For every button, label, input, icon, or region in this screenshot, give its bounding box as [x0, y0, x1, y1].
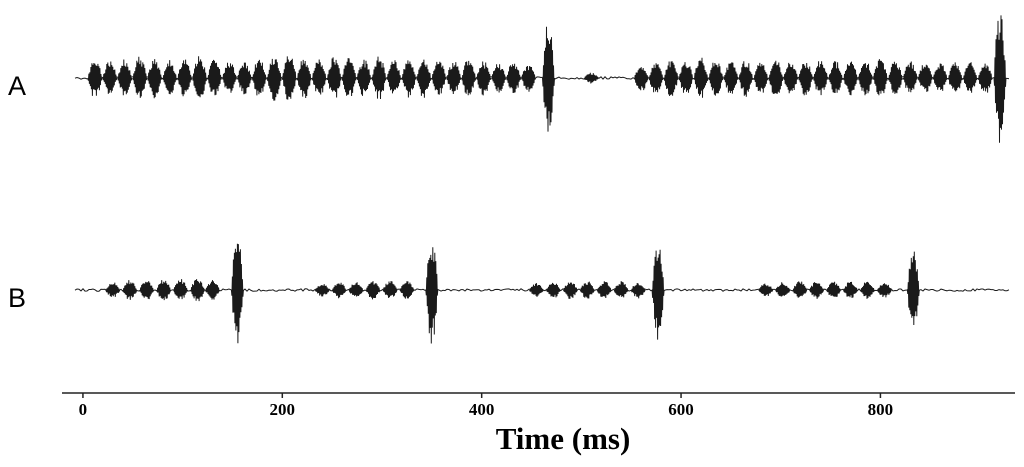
burst	[236, 62, 252, 95]
burst	[139, 281, 155, 300]
x-tick-label: 400	[469, 400, 495, 419]
x-tick-label: 800	[868, 400, 894, 419]
burst	[723, 62, 739, 94]
burst	[521, 65, 536, 92]
burst	[341, 58, 357, 97]
burst	[371, 56, 387, 100]
burst	[401, 60, 417, 98]
burst	[356, 59, 372, 96]
burst	[947, 62, 963, 92]
burst	[542, 26, 555, 132]
burst	[813, 61, 829, 96]
burst	[792, 281, 808, 298]
burst	[872, 59, 888, 96]
burst	[902, 61, 918, 93]
burst	[117, 59, 133, 96]
burst	[156, 280, 172, 301]
burst	[783, 62, 799, 94]
burst	[809, 282, 825, 299]
burst	[147, 59, 163, 99]
x-axis-label: Time (ms)	[496, 421, 631, 456]
burst	[843, 281, 858, 298]
burst	[596, 281, 612, 299]
burst	[648, 63, 664, 93]
burst	[529, 283, 544, 297]
x-tick-label: 200	[270, 400, 296, 419]
burst	[230, 243, 244, 344]
burst	[173, 279, 189, 300]
burst	[768, 60, 784, 94]
burst	[738, 61, 754, 97]
burst	[281, 56, 297, 100]
burst	[708, 62, 724, 96]
burst	[132, 56, 148, 98]
burst	[917, 64, 933, 92]
x-tick-label: 0	[79, 400, 88, 419]
burst	[222, 62, 237, 93]
burst	[386, 60, 402, 94]
burst	[633, 67, 649, 91]
burst	[887, 61, 903, 94]
burst	[314, 284, 330, 297]
burst	[296, 59, 312, 99]
burst	[758, 283, 774, 297]
burst	[87, 62, 103, 96]
burst	[583, 72, 599, 84]
burst	[431, 61, 447, 95]
burst	[962, 62, 978, 93]
burst	[753, 62, 769, 93]
burst	[613, 281, 629, 298]
burst	[365, 281, 381, 300]
burst	[416, 59, 432, 98]
burst	[798, 62, 814, 96]
burst	[177, 59, 193, 97]
burst	[828, 61, 844, 94]
burst	[399, 281, 415, 299]
x-tick-label: 600	[668, 400, 694, 419]
burst	[843, 61, 858, 96]
burst	[326, 57, 342, 98]
burst	[663, 61, 679, 97]
burst	[693, 57, 709, 98]
burst	[858, 63, 873, 96]
burst	[775, 282, 791, 297]
burst	[446, 62, 462, 95]
burst	[162, 60, 178, 95]
burst	[207, 59, 222, 96]
burst	[425, 247, 439, 344]
burst	[251, 59, 267, 96]
burst	[826, 281, 842, 297]
burst	[382, 281, 398, 298]
burst	[192, 56, 208, 98]
burst	[461, 60, 477, 96]
burst	[190, 279, 206, 302]
burst	[546, 282, 561, 298]
burst	[506, 63, 522, 94]
burst	[348, 282, 364, 297]
burst	[993, 15, 1007, 143]
burst	[860, 281, 875, 299]
burst	[651, 249, 665, 340]
burst	[562, 282, 578, 299]
burst	[266, 58, 282, 101]
burst	[678, 62, 694, 93]
burst	[932, 63, 948, 91]
burst	[476, 61, 492, 96]
trace-label: A	[8, 71, 26, 101]
burst	[311, 59, 327, 95]
burst	[122, 280, 138, 300]
burst	[977, 63, 993, 93]
burst	[105, 282, 121, 297]
burst	[491, 64, 507, 93]
burst	[205, 280, 220, 300]
burst	[579, 281, 595, 299]
burst	[331, 282, 347, 299]
trace-label: B	[8, 283, 26, 313]
burst	[102, 61, 118, 94]
burst	[906, 251, 920, 326]
burst	[630, 282, 646, 299]
burst	[876, 283, 892, 298]
